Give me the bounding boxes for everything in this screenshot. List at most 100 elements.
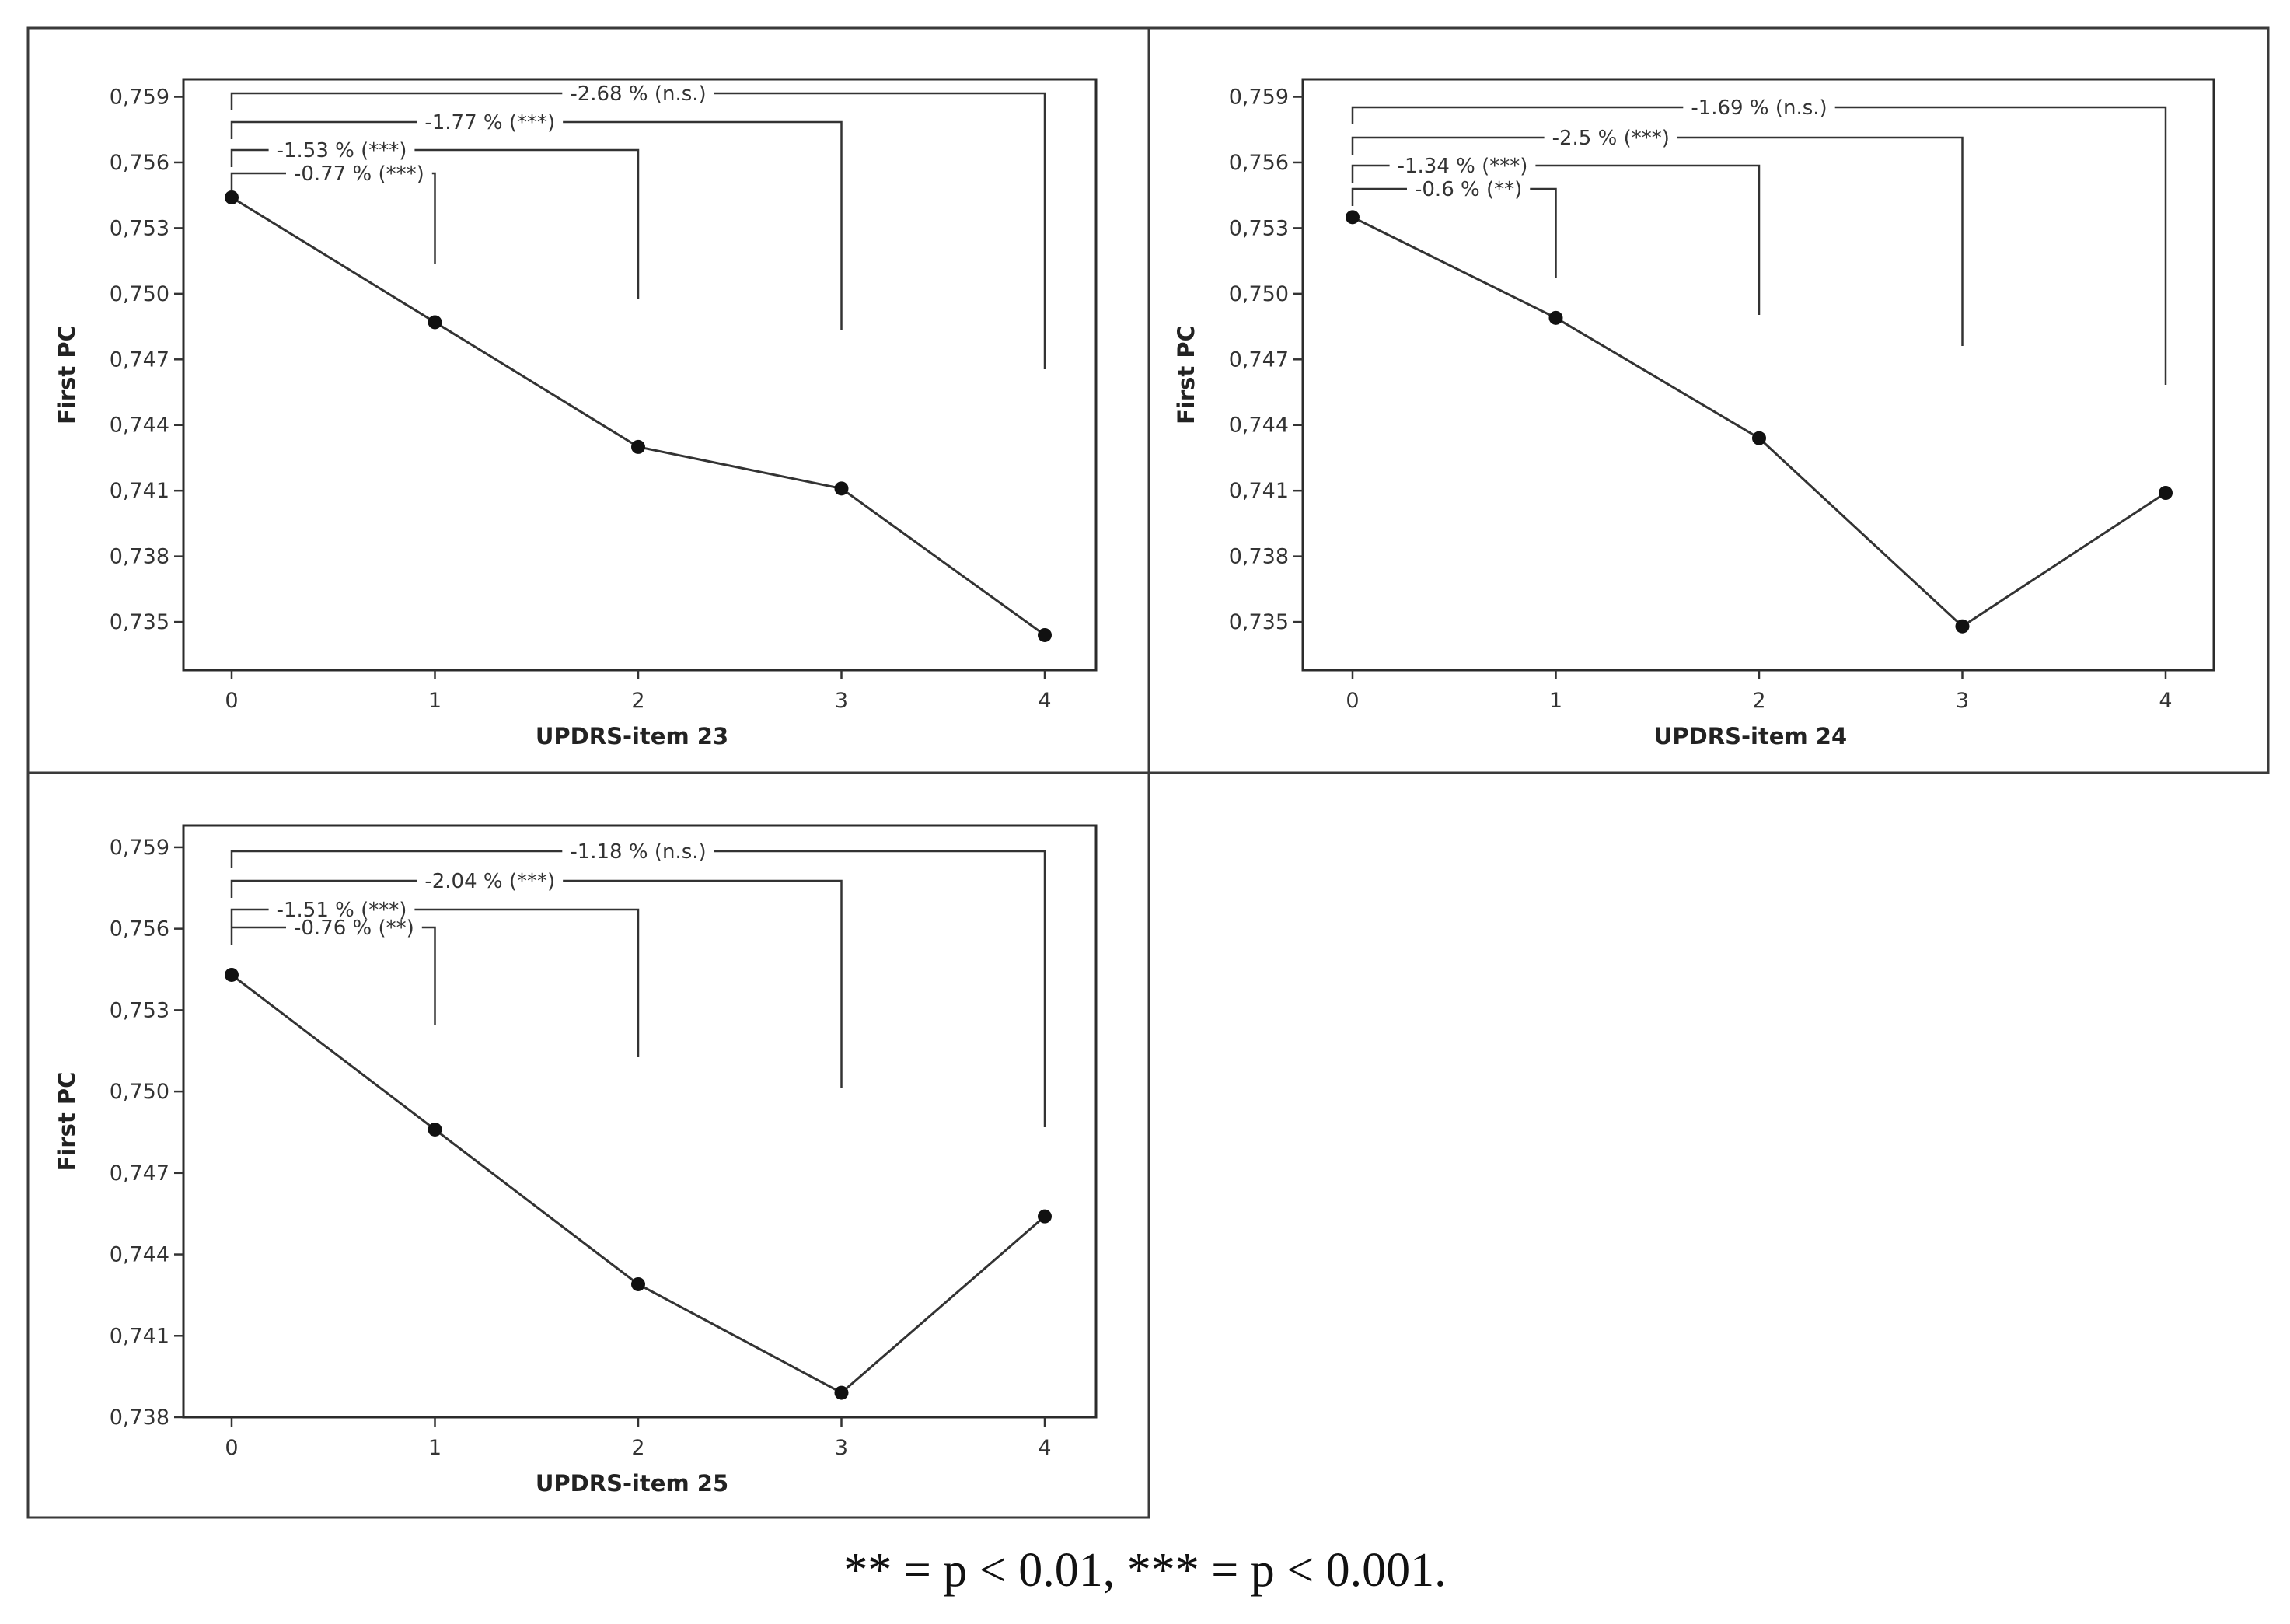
y-tick-label: 0,741 — [110, 479, 169, 503]
y-tick-label: 0,741 — [1229, 479, 1289, 503]
y-tick-label: 0,741 — [110, 1324, 169, 1348]
y-tick-label: 0,744 — [1229, 414, 1289, 438]
y-tick-label: 0,747 — [110, 1161, 169, 1186]
x-tick-label: 0 — [1346, 689, 1359, 713]
y-tick-label: 0,735 — [1229, 610, 1289, 634]
data-point — [1548, 310, 1563, 325]
y-tick-label: 0,747 — [110, 348, 169, 372]
comparison-bracket — [230, 908, 640, 1057]
chart-item-25: 0,738 0,741 0,744 0,747 0,750 0,753 0,756 0,759… — [54, 824, 1098, 1497]
comparison-label: -0.6 % (**) — [1415, 178, 1522, 201]
x-axis-label: UPDRS-item 23 — [536, 723, 728, 749]
panel-cell-item-25 — [26, 771, 1150, 1519]
comparison-label: -0.76 % (**) — [294, 917, 414, 940]
charts-group: 0,735 0,738 0,741 0,744 0,747 0,750 0,753 0,756… — [54, 78, 2215, 1497]
y-tick-label: 0,750 — [1229, 282, 1289, 306]
x-tick-label: 2 — [1752, 689, 1765, 713]
x-tick-label: 0 — [225, 689, 238, 713]
comparison-label-gap — [286, 924, 422, 931]
data-point — [225, 967, 239, 982]
x-tick-label: 4 — [2159, 689, 2172, 713]
comparison-label-gap — [417, 119, 564, 125]
data-point — [1038, 627, 1052, 642]
chart-item-23: 0,735 0,738 0,741 0,744 0,747 0,750 0,753 0,756… — [54, 78, 1098, 749]
x-tick-label: 4 — [1038, 689, 1051, 713]
comparison-bracket — [1351, 164, 1761, 315]
chart-item-24: 0,735 0,738 0,741 0,744 0,747 0,750 0,753 0,756… — [1173, 78, 2215, 749]
comparison-label: -1.51 % (***) — [277, 899, 407, 922]
data-point — [834, 1385, 849, 1400]
y-axis-label: First PC — [54, 325, 80, 424]
x-axis-label: UPDRS-item 24 — [1654, 723, 1847, 749]
plot-frame — [182, 78, 1098, 672]
data-point — [428, 315, 442, 330]
x-axis-label: UPDRS-item 25 — [536, 1470, 728, 1497]
panel-cell-item-23 — [26, 26, 1150, 774]
y-tick-label: 0,756 — [110, 917, 169, 941]
y-tick-label: 0,738 — [110, 545, 169, 569]
x-tick-label: 2 — [631, 689, 644, 713]
y-axis-label: First PC — [54, 1072, 80, 1172]
y-axis-label: First PC — [1173, 325, 1199, 424]
data-point — [631, 439, 645, 454]
x-tick-label: 3 — [835, 1436, 848, 1460]
comparison-label-gap — [1407, 186, 1531, 192]
comparison-label: -1.53 % (***) — [277, 139, 407, 162]
y-tick-label: 0,744 — [110, 1243, 169, 1267]
comparison-label: -1.77 % (***) — [424, 111, 555, 134]
plot-frame — [182, 824, 1098, 1419]
y-tick-label: 0,759 — [1229, 86, 1289, 110]
y-tick-label: 0,747 — [1229, 348, 1289, 372]
comparison-label: -1.18 % (n.s.) — [570, 840, 706, 864]
x-tick-label: 1 — [428, 689, 442, 713]
data-point — [631, 1276, 645, 1291]
comparison-label-gap — [1683, 104, 1835, 110]
y-tick-label: 0,756 — [1229, 151, 1289, 175]
comparison-label-gap — [268, 906, 415, 913]
y-tick-label: 0,756 — [110, 151, 169, 175]
data-point — [225, 190, 239, 204]
y-tick-label: 0,738 — [1229, 545, 1289, 569]
comparison-label-gap — [268, 147, 415, 153]
comparison-label-gap — [1389, 162, 1536, 169]
data-point — [1346, 210, 1360, 225]
x-tick-label: 1 — [1549, 689, 1562, 713]
comparison-label-gap — [562, 848, 714, 854]
data-point — [1038, 1209, 1052, 1224]
comparison-label: -2.5 % (***) — [1552, 127, 1670, 150]
comparison-bracket — [230, 148, 640, 299]
comparison-label-gap — [1544, 134, 1677, 141]
significance-footnote: ** = p < 0.01, *** = p < 0.001. — [843, 1544, 1447, 1597]
data-point — [1955, 619, 1970, 634]
x-tick-label: 3 — [1956, 689, 1969, 713]
data-point — [428, 1122, 442, 1137]
comparison-label: -2.68 % (n.s.) — [570, 82, 706, 106]
panel-cell-item-24 — [1147, 26, 2270, 774]
comparison-label-gap — [286, 170, 432, 176]
y-tick-label: 0,753 — [110, 998, 169, 1022]
x-tick-label: 0 — [225, 1436, 238, 1460]
y-tick-label: 0,744 — [110, 414, 169, 438]
y-tick-label: 0,759 — [110, 836, 169, 860]
y-tick-label: 0,735 — [110, 610, 169, 634]
comparison-label: -0.77 % (***) — [294, 162, 424, 186]
y-tick-label: 0,750 — [110, 282, 169, 306]
comparison-label: -2.04 % (***) — [424, 870, 555, 893]
comparison-label: -1.69 % (n.s.) — [1691, 96, 1827, 120]
x-tick-label: 2 — [631, 1436, 644, 1460]
x-tick-label: 3 — [835, 689, 848, 713]
x-tick-label: 4 — [1038, 1436, 1051, 1460]
y-tick-label: 0,759 — [110, 86, 169, 110]
comparison-label: -1.34 % (***) — [1398, 155, 1528, 178]
data-point — [834, 481, 849, 496]
y-tick-label: 0,753 — [1229, 216, 1289, 240]
x-tick-label: 1 — [428, 1436, 442, 1460]
data-point — [2159, 486, 2173, 500]
y-tick-label: 0,750 — [110, 1080, 169, 1104]
y-tick-label: 0,738 — [110, 1406, 169, 1430]
comparison-label-gap — [417, 878, 564, 884]
data-point — [1752, 431, 1766, 445]
y-tick-label: 0,753 — [110, 216, 169, 240]
comparison-label-gap — [562, 90, 714, 96]
